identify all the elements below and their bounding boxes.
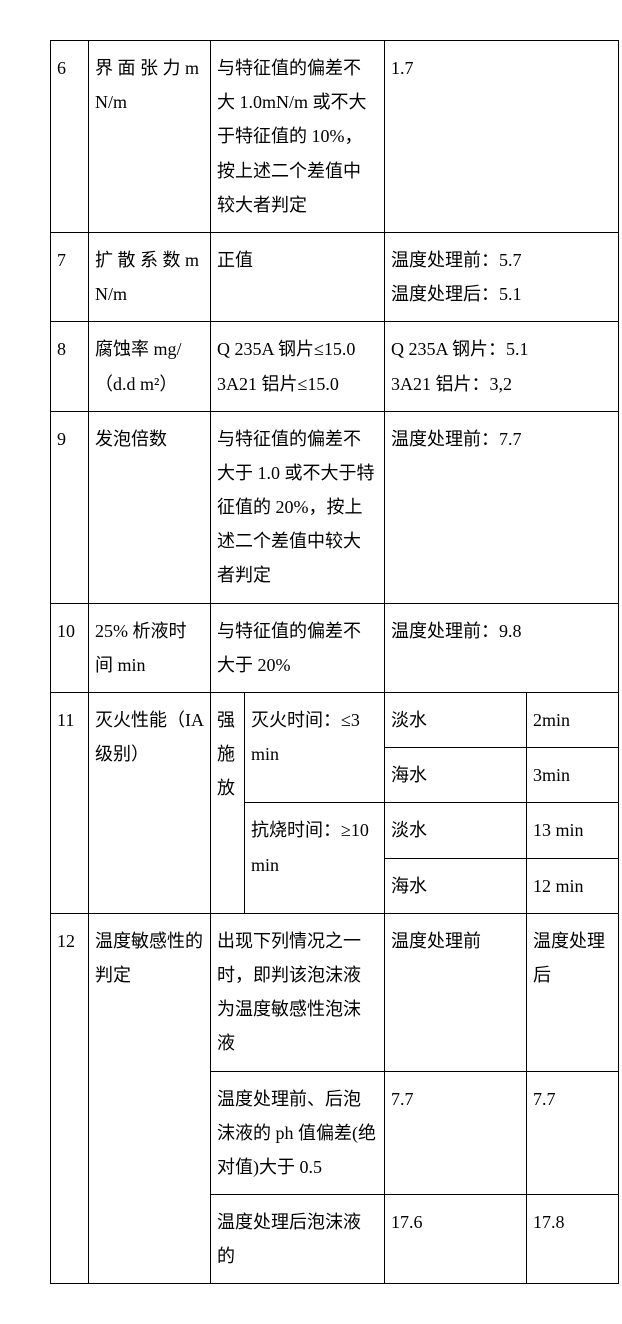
col-header: 温度处理后 (527, 913, 619, 1071)
row-name: 灭火性能（IA 级别） (89, 693, 211, 914)
table-row: 7 扩 散 系 数 mN/m 正值 温度处理前：5.7 温度处理后：5.1 (51, 232, 619, 321)
row-num: 7 (51, 232, 89, 321)
row-num: 10 (51, 603, 89, 692)
water-type: 淡水 (385, 693, 527, 748)
row-name: 扩 散 系 数 mN/m (89, 232, 211, 321)
row-name: 温度敏感性的判定 (89, 913, 211, 1284)
row-value: 2min (527, 693, 619, 748)
row-name: 25% 析液时间 min (89, 603, 211, 692)
row-num: 9 (51, 411, 89, 603)
table-row: 6 界 面 张 力 mN/m 与特征值的偏差不大 1.0mN/m 或不大于特征值… (51, 41, 619, 233)
row-spec: 温度处理前、后泡沫液的 ph 值偏差(绝对值)大于 0.5 (211, 1071, 385, 1195)
row-num: 6 (51, 41, 89, 233)
row-name: 腐蚀率 mg/（d.d m²） (89, 322, 211, 411)
row-spec: 灭火时间：≤3 min (245, 693, 385, 803)
row-value: Q 235A 钢片：5.1 3A21 铝片：3,2 (385, 322, 619, 411)
col-header: 温度处理前 (385, 913, 527, 1071)
row-spec: 与特征值的偏差不大 1.0mN/m 或不大于特征值的 10%，按上述二个差值中较… (211, 41, 385, 233)
row-spec: 与特征值的偏差不大于 1.0 或不大于特征值的 20%，按上述二个差值中较大者判… (211, 411, 385, 603)
row-num: 11 (51, 693, 89, 914)
row-value: 温度处理前：5.7 温度处理后：5.1 (385, 232, 619, 321)
water-type: 海水 (385, 748, 527, 803)
water-type: 海水 (385, 858, 527, 913)
row-value: 温度处理前：9.8 (385, 603, 619, 692)
table-row: 12 温度敏感性的判定 出现下列情况之一时，即判该泡沫液为温度敏感性泡沫液 温度… (51, 913, 619, 1071)
row-value: 12 min (527, 858, 619, 913)
water-type: 淡水 (385, 803, 527, 858)
table-row: 9 发泡倍数 与特征值的偏差不大于 1.0 或不大于特征值的 20%，按上述二个… (51, 411, 619, 603)
row-value: 1.7 (385, 41, 619, 233)
row-name: 界 面 张 力 mN/m (89, 41, 211, 233)
spec-table: 6 界 面 张 力 mN/m 与特征值的偏差不大 1.0mN/m 或不大于特征值… (50, 40, 619, 1284)
row-num: 12 (51, 913, 89, 1284)
row-value: 温度处理前：7.7 (385, 411, 619, 603)
row-spec: 与特征值的偏差不大于 20% (211, 603, 385, 692)
row-num: 8 (51, 322, 89, 411)
row-value: 17.8 (527, 1195, 619, 1284)
row-spec: 抗烧时间：≥10 min (245, 803, 385, 913)
row-spec: Q 235A 钢片≤15.0 3A21 铝片≤15.0 (211, 322, 385, 411)
row-spec: 出现下列情况之一时，即判该泡沫液为温度敏感性泡沫液 (211, 913, 385, 1071)
row-spec: 温度处理后泡沫液的 (211, 1195, 385, 1284)
row-spec: 正值 (211, 232, 385, 321)
table-row: 8 腐蚀率 mg/（d.d m²） Q 235A 钢片≤15.0 3A21 铝片… (51, 322, 619, 411)
table-row: 11 灭火性能（IA 级别） 强施放 灭火时间：≤3 min 淡水 2min (51, 693, 619, 748)
table-row: 10 25% 析液时间 min 与特征值的偏差不大于 20% 温度处理前：9.8 (51, 603, 619, 692)
row-value: 13 min (527, 803, 619, 858)
row-value: 3min (527, 748, 619, 803)
row-value: 7.7 (385, 1071, 527, 1195)
row-value: 7.7 (527, 1071, 619, 1195)
row-name: 发泡倍数 (89, 411, 211, 603)
row-mode: 强施放 (211, 693, 245, 914)
row-value: 17.6 (385, 1195, 527, 1284)
